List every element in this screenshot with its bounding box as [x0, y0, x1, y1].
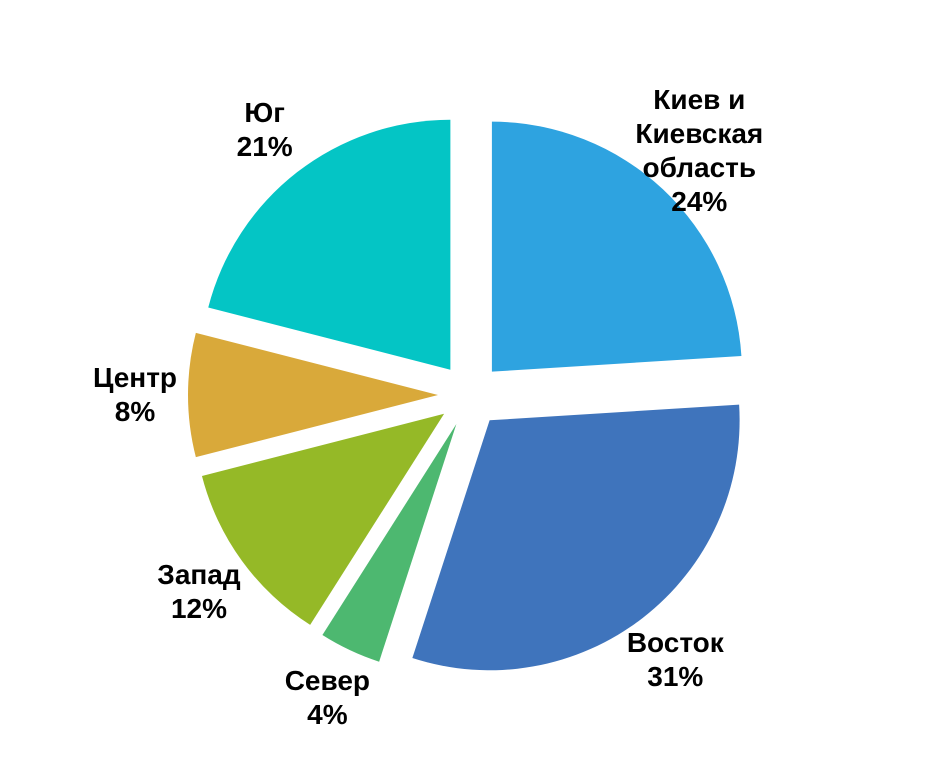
percent-label: 21% — [236, 131, 293, 163]
pie-slice — [208, 119, 451, 370]
category-name: Центр — [92, 362, 178, 393]
pie-slice — [491, 121, 742, 372]
slice-label: Центр 8% — [50, 361, 220, 429]
pie-slice — [201, 413, 445, 625]
percent-label: 4% — [307, 699, 348, 731]
percent-label: 12% — [170, 592, 227, 624]
percent-label: 8% — [114, 396, 156, 427]
percent-label: 24% — [671, 185, 728, 217]
category-name: Киев и Киевская область — [635, 83, 764, 183]
slice-label: Запад 12% — [114, 558, 284, 626]
percent-label: 31% — [647, 660, 704, 692]
category-name: Юг — [244, 97, 285, 129]
category-name: Запад — [157, 558, 241, 590]
category-name: Север — [284, 665, 371, 697]
slice-label: Юг 21% — [180, 96, 350, 164]
slice-label: Север 4% — [242, 664, 412, 732]
slice-label: Восток 31% — [590, 626, 760, 694]
category-name: Восток — [626, 626, 724, 658]
slice-label: Киев и Киевская область 24% — [614, 83, 784, 219]
pie-slice — [322, 423, 457, 662]
pie-slice — [187, 332, 438, 458]
pie-slice — [412, 404, 740, 671]
